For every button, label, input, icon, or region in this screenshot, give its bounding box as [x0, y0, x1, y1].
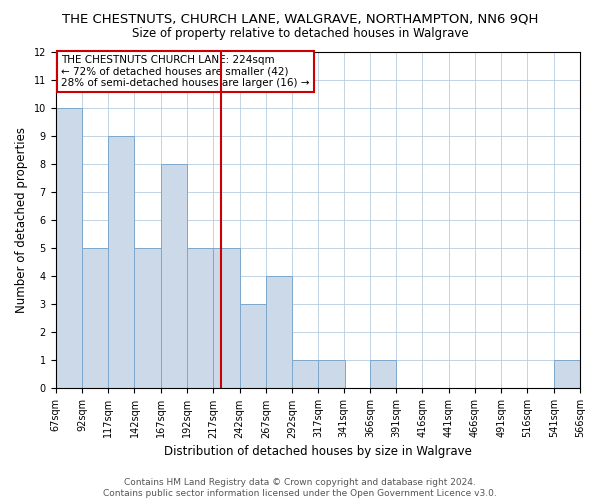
Bar	[292, 360, 319, 388]
Bar	[370, 360, 396, 388]
Bar	[82, 248, 108, 388]
Bar	[108, 136, 134, 388]
Bar	[161, 164, 187, 388]
Bar	[266, 276, 292, 388]
X-axis label: Distribution of detached houses by size in Walgrave: Distribution of detached houses by size …	[164, 444, 472, 458]
Bar	[213, 248, 239, 388]
Bar	[239, 304, 266, 388]
Text: THE CHESTNUTS CHURCH LANE: 224sqm
← 72% of detached houses are smaller (42)
28% : THE CHESTNUTS CHURCH LANE: 224sqm ← 72% …	[61, 55, 310, 88]
Text: THE CHESTNUTS, CHURCH LANE, WALGRAVE, NORTHAMPTON, NN6 9QH: THE CHESTNUTS, CHURCH LANE, WALGRAVE, NO…	[62, 12, 538, 26]
Bar	[319, 360, 344, 388]
Bar	[187, 248, 213, 388]
Y-axis label: Number of detached properties: Number of detached properties	[15, 127, 28, 313]
Bar	[554, 360, 580, 388]
Bar	[134, 248, 161, 388]
Text: Size of property relative to detached houses in Walgrave: Size of property relative to detached ho…	[131, 26, 469, 40]
Text: Contains HM Land Registry data © Crown copyright and database right 2024.
Contai: Contains HM Land Registry data © Crown c…	[103, 478, 497, 498]
Bar	[56, 108, 82, 388]
